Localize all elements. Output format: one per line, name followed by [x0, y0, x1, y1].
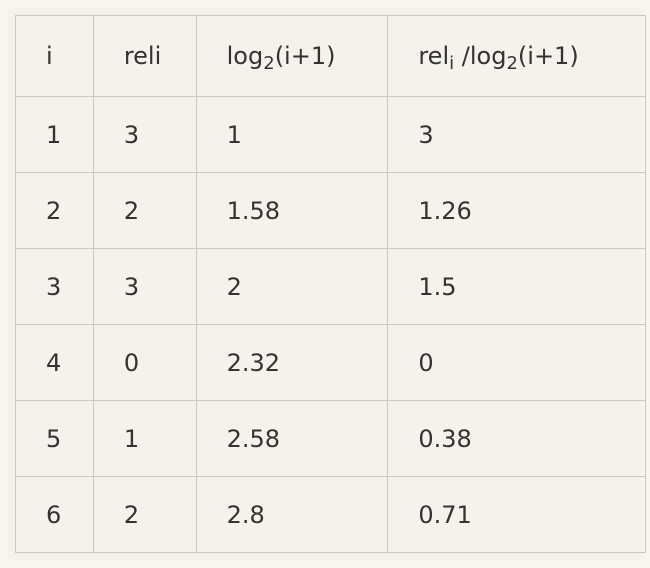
- header-cell: log2(i+1): [195, 15, 389, 97]
- header-text: (i+1): [274, 42, 336, 70]
- table-row: 4 0 2.32 0: [15, 324, 646, 401]
- table-cell: 0.71: [387, 476, 646, 553]
- table-cell: 2: [92, 172, 197, 249]
- header-text: log: [226, 42, 264, 70]
- table-row: 2 2 1.58 1.26: [15, 172, 646, 249]
- table-cell: 0.38: [387, 400, 646, 477]
- table-cell: 3: [387, 96, 646, 173]
- table-row: 3 3 2 1.5: [15, 248, 646, 325]
- table-cell: 0: [387, 324, 646, 401]
- header-text: /log: [454, 42, 507, 70]
- table-cell: 3: [92, 96, 197, 173]
- table-cell: 2.58: [195, 400, 389, 477]
- table-cell: 2.32: [195, 324, 389, 401]
- table-cell: 5: [15, 400, 94, 477]
- header-text: reli: [123, 42, 162, 70]
- header-subscript: 2: [506, 53, 518, 74]
- table-cell: 2: [195, 248, 389, 325]
- header-cell: i: [15, 15, 94, 97]
- table-cell: 6: [15, 476, 94, 553]
- header-cell: reli: [92, 15, 197, 97]
- table-cell: 1: [195, 96, 389, 173]
- header-text: (i+1): [517, 42, 579, 70]
- table-cell: 1: [15, 96, 94, 173]
- header-subscript: 2: [263, 53, 275, 74]
- table-cell: 1.26: [387, 172, 646, 249]
- table-cell: 4: [15, 324, 94, 401]
- table-body: 1 3 1 3 2 2 1.58 1.26 3 3 2 1.5 4 0 2.32 0 5 1 2.58 0.38 6 2 2…: [15, 96, 646, 553]
- header-row: i reli log2(i+1) reli /log2(i+1): [15, 15, 646, 97]
- table-cell: 1.58: [195, 172, 389, 249]
- header-text: rel: [418, 42, 450, 70]
- table-cell: 1: [92, 400, 197, 477]
- table-cell: 2: [15, 172, 94, 249]
- header-text: i: [46, 42, 53, 70]
- header-cell: reli /log2(i+1): [387, 15, 646, 97]
- table-cell: 2.8: [195, 476, 389, 553]
- table-cell: 3: [92, 248, 197, 325]
- table-row: 6 2 2.8 0.71: [15, 476, 646, 553]
- table-cell: 0: [92, 324, 197, 401]
- table-row: 5 1 2.58 0.38: [15, 400, 646, 477]
- table-cell: 1.5: [387, 248, 646, 325]
- table-cell: 2: [92, 476, 197, 553]
- header-subscript: i: [449, 53, 455, 74]
- table-cell: 3: [15, 248, 94, 325]
